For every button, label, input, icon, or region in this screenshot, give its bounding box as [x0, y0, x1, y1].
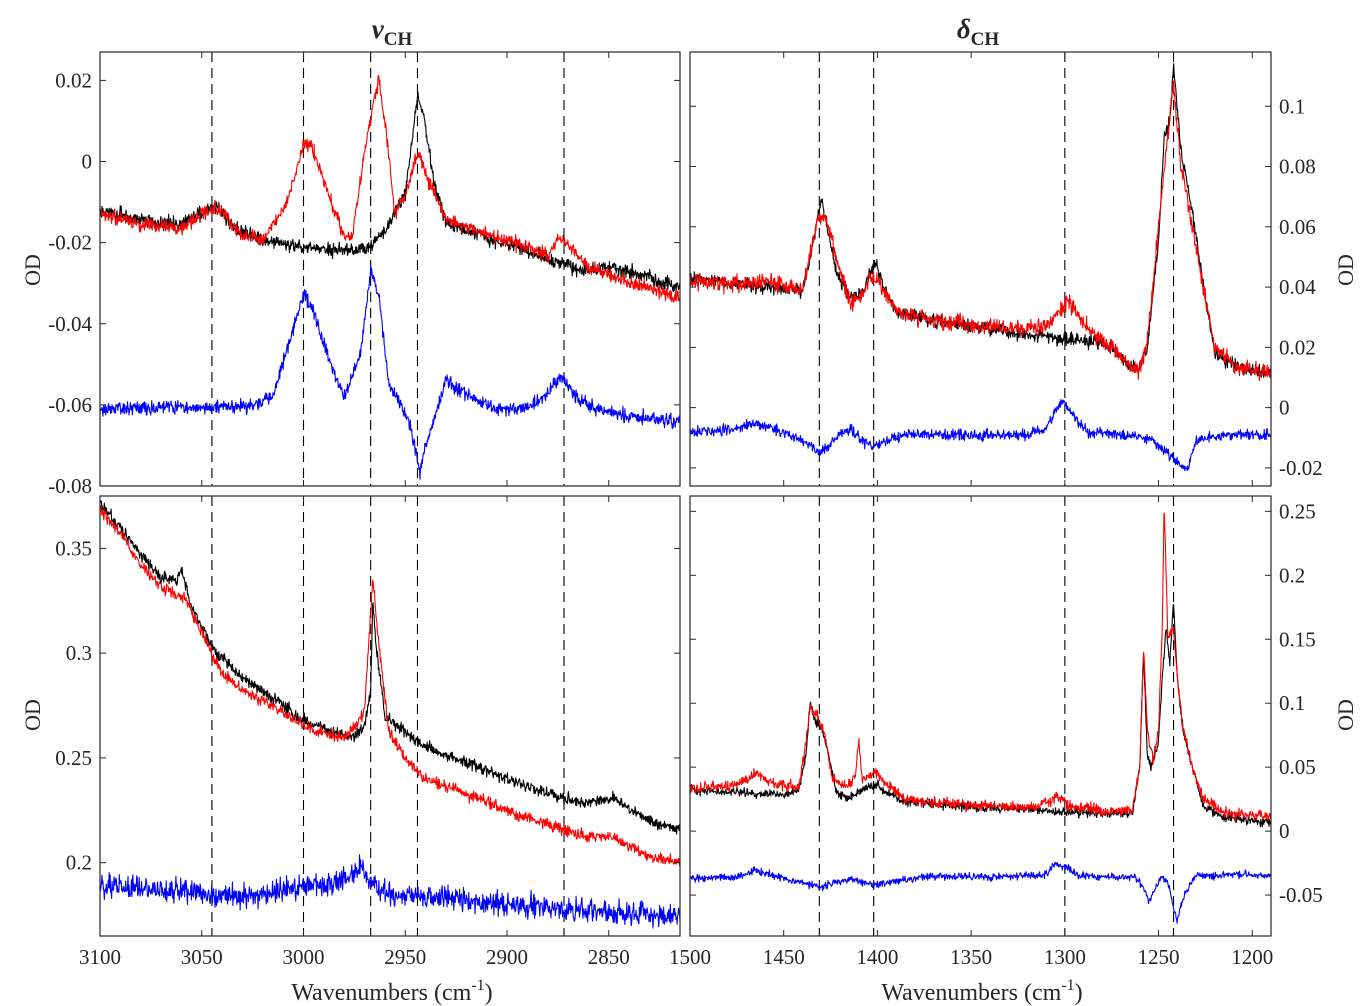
y-tick-label-bottom-right-5: 0.2: [1279, 563, 1305, 587]
x-tick-label-bottom-left-4: 2900: [486, 945, 528, 969]
y-tick-label-bottom-right-6: 0.25: [1279, 499, 1316, 523]
x-axis-label-left-sup: -1: [471, 977, 484, 994]
y-tick-label-bottom-right-1: 0: [1279, 819, 1290, 843]
x-tick-label-bottom-right-3: 1350: [950, 945, 992, 969]
y-axis-label-left-bottom: OD: [20, 699, 45, 731]
series-black-top-right: [690, 63, 1271, 379]
series-red-bottom-left: [100, 505, 680, 867]
y-tick-label-bottom-left-2: 0.3: [66, 641, 92, 665]
x-axis-label-right-text: Wavenumbers (cm: [881, 980, 1061, 1006]
panel-top-right: -0.02 0 0.02 0.04 0.06 0.08 0.1: [689, 51, 1323, 487]
y-axis-label-left-top: OD: [20, 254, 45, 286]
x-tick-label-bottom-left-2: 3000: [283, 945, 325, 969]
series-red-bottom-right: [690, 512, 1271, 823]
x-tick-label-bottom-left-0: 3100: [79, 945, 121, 969]
axes-frame-bottom-right: [689, 495, 1272, 937]
y-tick-label-top-left-3: -0.02: [48, 231, 92, 255]
x-tick-label-bottom-left-5: 2850: [588, 945, 630, 969]
y-axis-label-right-top: OD: [1333, 254, 1358, 286]
x-tick-label-bottom-right-2: 1400: [856, 945, 898, 969]
x-axis-label-right: Wavenumbers (cm-1): [881, 977, 1082, 1006]
y-axis-label-right-bottom: OD: [1333, 699, 1358, 731]
x-axis-label-left-text: Wavenumbers (cm: [291, 980, 471, 1006]
right-title-main: δ: [957, 14, 971, 44]
x-tick-label-bottom-right-4: 1300: [1044, 945, 1086, 969]
y-tick-label-top-left-5: 0.02: [55, 68, 92, 92]
y-tick-label-bottom-left-3: 0.35: [55, 536, 92, 560]
series-blue-bottom-left: [100, 854, 680, 929]
y-tick-label-top-left-0: -0.08: [48, 474, 92, 498]
series-blue-bottom-right: [690, 862, 1271, 924]
x-tick-label-bottom-right-1: 1450: [763, 945, 805, 969]
panel-bottom-right: 1500 1450 1400 1350 1300 1250 1200 -0.05 0 0.05 0.…: [669, 495, 1323, 969]
axes-frame-top-right: [689, 51, 1272, 487]
left-title-subscript: CH: [384, 29, 413, 50]
x-tick-label-bottom-left-3: 2950: [384, 945, 426, 969]
axes-frame-top-left: [99, 51, 681, 487]
series-black-bottom-left: [100, 500, 680, 835]
y-tick-label-bottom-left-1: 0.25: [55, 746, 92, 770]
panel-bottom-left: 3100 3050 3000 2950 2900 2850 0.2 0.25 0.3 0.35: [55, 495, 681, 969]
y-tick-label-bottom-right-0: -0.05: [1279, 883, 1323, 907]
series-black-top-left: [100, 91, 680, 293]
x-tick-label-bottom-right-6: 1200: [1231, 945, 1273, 969]
y-tick-label-bottom-right-4: 0.15: [1279, 627, 1316, 651]
y-tick-label-top-right-6: 0.1: [1279, 94, 1305, 118]
y-tick-label-top-left-4: 0: [82, 150, 93, 174]
axes-frame-bottom-left: [99, 495, 681, 937]
right-title: δCH: [957, 14, 1000, 50]
y-tick-label-top-right-1: 0: [1279, 396, 1290, 420]
y-tick-label-top-right-2: 0.02: [1279, 335, 1316, 359]
y-tick-label-top-left-2: -0.04: [48, 312, 92, 336]
y-tick-label-bottom-left-0: 0.2: [66, 851, 92, 875]
left-title: νCH: [372, 14, 413, 50]
x-axis-label-left: Wavenumbers (cm-1): [291, 977, 492, 1006]
series-red-top-right: [690, 80, 1271, 382]
x-axis-label-right-sup: -1: [1061, 977, 1074, 994]
series-red-top-left: [100, 74, 680, 303]
x-tick-label-bottom-left-1: 3050: [181, 945, 223, 969]
y-tick-label-bottom-right-3: 0.1: [1279, 691, 1305, 715]
series-black-bottom-right: [690, 604, 1271, 828]
x-axis-label-right-close: ): [1075, 980, 1083, 1006]
y-tick-label-top-right-3: 0.04: [1279, 275, 1316, 299]
y-tick-label-top-right-4: 0.06: [1279, 215, 1316, 239]
left-title-main: ν: [372, 14, 385, 44]
y-tick-label-top-right-5: 0.08: [1279, 155, 1316, 179]
series-blue-top-left: [100, 266, 680, 480]
panel-top-left: -0.08 -0.06 -0.04 -0.02 0 0.02: [48, 51, 681, 498]
x-axis-label-left-close: ): [485, 980, 493, 1006]
series-blue-top-right: [690, 399, 1271, 472]
x-tick-label-bottom-right-5: 1250: [1138, 945, 1180, 969]
y-tick-label-top-right-0: -0.02: [1279, 456, 1323, 480]
right-title-subscript: CH: [971, 29, 1000, 50]
y-tick-label-top-left-1: -0.06: [48, 393, 92, 417]
y-tick-label-bottom-right-2: 0.05: [1279, 755, 1316, 779]
x-tick-label-bottom-right-0: 1500: [669, 945, 711, 969]
